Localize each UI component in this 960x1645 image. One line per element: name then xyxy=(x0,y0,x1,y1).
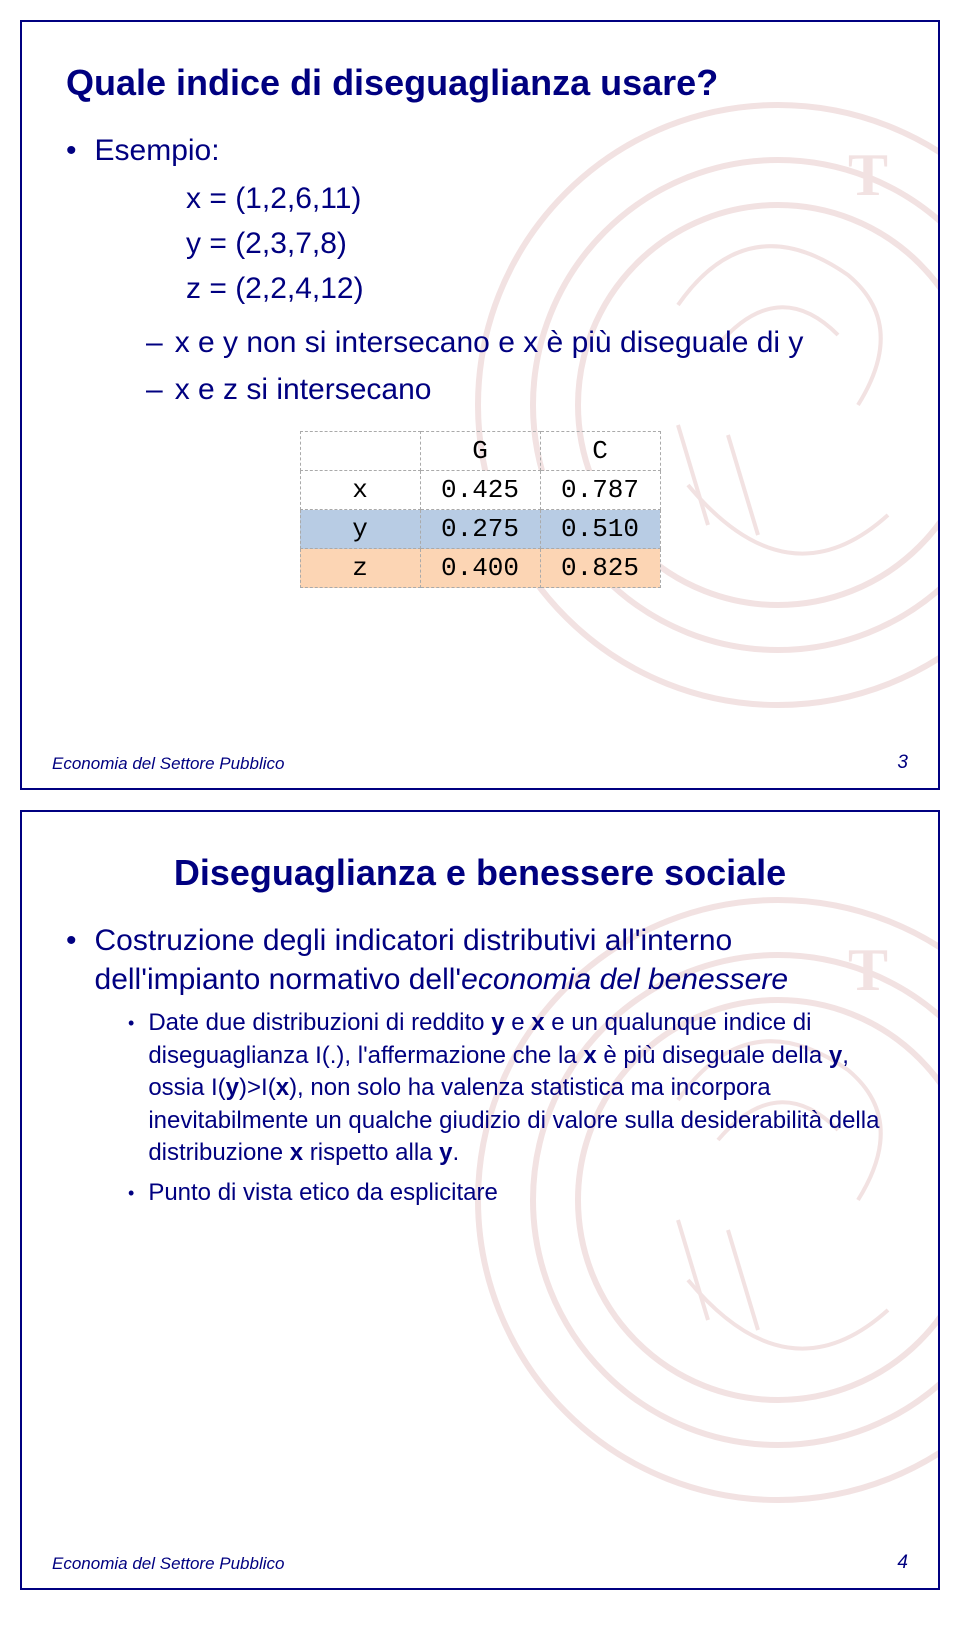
bullet-text: Esempio: xyxy=(95,131,220,170)
table-header-cell: C xyxy=(540,432,660,471)
bullet-list: • Costruzione degli indicatori distribut… xyxy=(66,921,894,999)
table-cell: z xyxy=(300,549,420,588)
slide-1: T E R I U Quale indice di diseguaglianza… xyxy=(20,20,940,790)
text-fragment-bold: y xyxy=(829,1042,842,1069)
text-fragment: rispetto alla xyxy=(303,1139,439,1166)
text-fragment: Date due distribuzioni di reddito xyxy=(148,1009,491,1036)
text-fragment: . xyxy=(453,1139,460,1166)
bullet-text: Costruzione degli indicatori distributiv… xyxy=(95,921,894,999)
table-cell: x xyxy=(300,471,420,510)
slide-footer: Economia del Settore Pubblico 4 xyxy=(52,1552,908,1574)
text-fragment-bold: x xyxy=(531,1009,544,1036)
dash-text: x e z si intersecano xyxy=(175,370,432,409)
table-row: x 0.425 0.787 xyxy=(300,471,660,510)
table-cell: 0.400 xyxy=(420,549,540,588)
footer-text: Economia del Settore Pubblico xyxy=(52,1554,284,1574)
page-number: 3 xyxy=(897,752,908,774)
slide-footer: Economia del Settore Pubblico 3 xyxy=(52,752,908,774)
bullet-dot-icon: • xyxy=(128,1183,134,1204)
text-fragment-bold: x xyxy=(290,1139,303,1166)
table-header-row: G C xyxy=(300,432,660,471)
dash-icon: – xyxy=(146,370,163,409)
dash-item: – x e z si intersecano xyxy=(146,370,894,409)
bullet-item: • Esempio: xyxy=(66,131,894,170)
table-cell: 0.825 xyxy=(540,549,660,588)
svg-text:I: I xyxy=(937,357,940,479)
equation-z: z = (2,2,4,12) xyxy=(186,266,894,311)
dash-list: – x e y non si intersecano e x è più dis… xyxy=(146,323,894,409)
sub-bullet-item: • Punto di vista etico da esplicitare xyxy=(128,1177,894,1209)
table-header-cell xyxy=(300,432,420,471)
sub-text: Punto di vista etico da esplicitare xyxy=(148,1177,498,1209)
bullet-dot-icon: • xyxy=(66,136,77,166)
text-fragment-italic: economia del benessere xyxy=(461,963,788,996)
text-fragment: è più diseguale della xyxy=(597,1042,829,1069)
table-row: z 0.400 0.825 xyxy=(300,549,660,588)
equation-y: y = (2,3,7,8) xyxy=(186,221,894,266)
dash-text: x e y non si intersecano e x è più diseg… xyxy=(175,323,804,362)
svg-text:I: I xyxy=(937,1152,940,1274)
text-fragment: )>I( xyxy=(239,1074,276,1101)
bullet-dot-icon: • xyxy=(66,926,77,956)
data-table: G C x 0.425 0.787 y 0.275 0.510 z 0.400 … xyxy=(300,431,661,588)
footer-text: Economia del Settore Pubblico xyxy=(52,754,284,774)
text-fragment-bold: x xyxy=(276,1074,289,1101)
equation-block: x = (1,2,6,11) y = (2,3,7,8) z = (2,2,4,… xyxy=(186,176,894,311)
table-cell: 0.275 xyxy=(420,510,540,549)
text-fragment-bold: y xyxy=(226,1074,239,1101)
bullet-item: • Costruzione degli indicatori distribut… xyxy=(66,921,894,999)
text-fragment-bold: y xyxy=(439,1139,452,1166)
bullet-dot-icon: • xyxy=(128,1013,134,1034)
page-number: 4 xyxy=(897,1552,908,1574)
text-fragment-bold: y xyxy=(491,1009,504,1036)
slide-title: Diseguaglianza e benessere sociale xyxy=(66,852,894,893)
table-cell: 0.425 xyxy=(420,471,540,510)
table-cell: y xyxy=(300,510,420,549)
sub-bullet-item: • Date due distribuzioni di reddito y e … xyxy=(128,1007,894,1169)
table-header-cell: G xyxy=(420,432,540,471)
bullet-list: • Esempio: xyxy=(66,131,894,170)
equation-x: x = (1,2,6,11) xyxy=(186,176,894,221)
dash-icon: – xyxy=(146,323,163,362)
text-fragment-bold: x xyxy=(583,1042,596,1069)
slide-title: Quale indice di diseguaglianza usare? xyxy=(66,62,894,103)
table-cell: 0.510 xyxy=(540,510,660,549)
dash-item: – x e y non si intersecano e x è più dis… xyxy=(146,323,894,362)
table-cell: 0.787 xyxy=(540,471,660,510)
text-fragment: e xyxy=(505,1009,532,1036)
sub-bullet-list: • Date due distribuzioni di reddito y e … xyxy=(128,1007,894,1209)
sub-text: Date due distribuzioni di reddito y e x … xyxy=(148,1007,894,1169)
table-row: y 0.275 0.510 xyxy=(300,510,660,549)
slide-2: T E R I U Diseguaglianza e benessere soc… xyxy=(20,810,940,1590)
